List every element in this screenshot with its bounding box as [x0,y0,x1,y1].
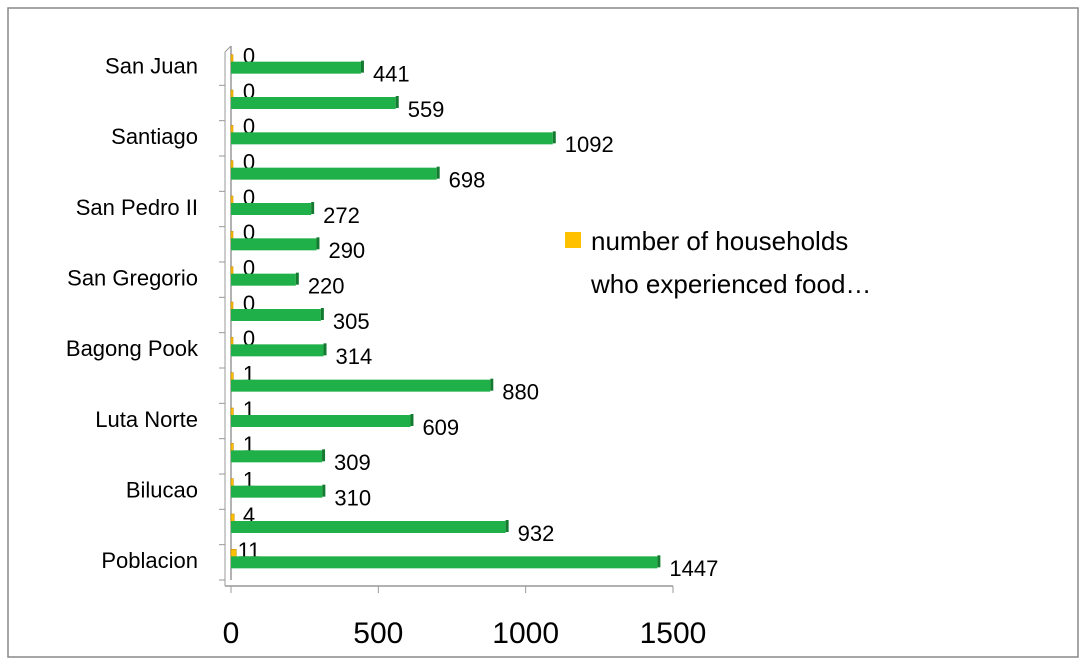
data-label: 310 [334,485,371,510]
bar-side [395,96,399,108]
x-tick-label: 1500 [640,617,707,650]
bar [231,521,506,533]
bar-side [320,308,324,320]
bar-side [323,343,327,356]
bar [231,309,321,321]
bar [231,379,491,392]
bar [231,167,437,180]
data-label: 314 [336,344,373,369]
bar-side [657,555,661,568]
y-tick-label: Luta Norte [95,407,198,432]
bar-side [552,131,556,144]
bar [231,344,324,357]
data-label: 1447 [669,556,718,581]
y-tick-label: Bilucao [126,477,198,502]
y-tick-label: San Gregorio [67,265,198,290]
y-tick-label: San Pedro II [76,195,198,220]
bar [231,61,361,74]
bar-side [322,449,326,462]
data-label: 309 [334,450,371,475]
legend-swatch [565,232,581,248]
bar [231,97,396,109]
bar-side [316,237,320,250]
y-tick-label: Santiago [111,124,198,149]
data-label: 932 [518,521,555,546]
y-tick-label: Bagong Pook [66,336,199,361]
data-label: 559 [408,97,445,122]
x-tick-label: 500 [353,617,403,650]
bar-side [505,520,509,532]
bar-side [295,272,299,285]
data-label: 698 [449,167,486,192]
y-tick-label: San Juan [105,53,198,78]
bar [231,415,411,427]
y-tick-label: Poblacion [101,548,198,573]
data-label: 441 [373,61,410,86]
bar [231,450,323,463]
data-label: 609 [422,415,459,440]
legend: number of households who experienced foo… [565,220,885,306]
data-label: 880 [502,379,539,404]
bar-side [410,414,414,426]
bar-side [360,60,364,73]
x-tick-label: 1000 [492,617,559,650]
legend-label: number of households who experienced foo… [591,226,872,299]
bar [231,273,296,286]
bar [231,556,658,569]
data-label: 305 [333,309,370,334]
data-label: 220 [308,273,345,298]
axis-corner [224,45,232,53]
chart-border [7,7,1079,658]
data-label: 272 [323,203,360,228]
data-label: 1092 [565,132,614,157]
bar [231,485,323,498]
x-tick-label: 0 [223,617,240,650]
bar [231,238,317,251]
bar [231,203,312,215]
bar-side [311,202,315,214]
data-label: 290 [328,238,365,263]
bar-side [322,484,326,497]
bar-side [490,378,494,391]
bar-side [436,166,440,179]
bar [231,132,553,145]
